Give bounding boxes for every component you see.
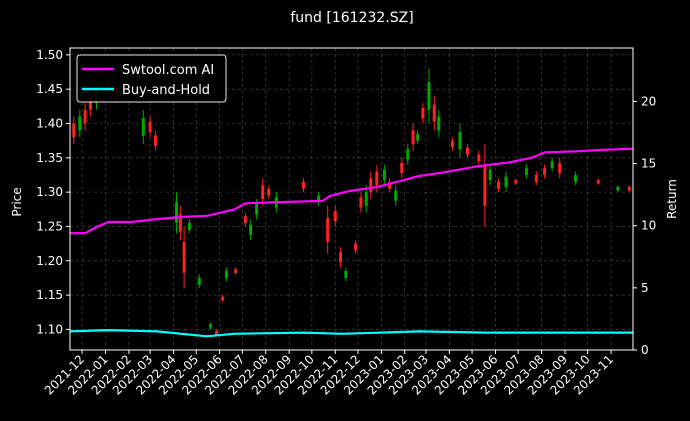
candle-body [317,195,321,203]
candle-body [421,108,425,119]
plot-frame [69,47,634,351]
candle-body [197,277,201,285]
candle-body [339,252,343,263]
candle-body [427,82,431,110]
candle-body [596,180,600,184]
left-tick-label: 1.45 [36,82,63,96]
series-line [69,329,633,338]
candle-body [224,271,228,278]
candle-body [148,121,152,133]
candle-body [233,269,237,273]
candle-body [543,168,547,175]
candle-body [354,243,358,251]
candle-body [524,168,528,175]
candle-body [616,186,620,191]
candle-body [394,190,398,201]
candle-body [369,178,373,193]
right-tick-label: 10 [641,219,656,233]
candle-body [261,185,265,199]
candle-body [496,181,500,189]
legend-box [76,54,227,103]
candle-body [406,149,410,160]
candle-body [249,224,253,236]
candle-body [550,161,554,169]
candle-body [534,174,538,182]
candle-body [175,202,179,224]
candle-body [359,197,363,208]
candle-body [209,324,213,328]
candle-body [458,132,462,150]
right-axis: 0 5 10 15 20 [633,94,656,357]
candle-body [382,169,386,181]
candle-body [326,217,330,242]
right-tick-label: 20 [641,94,656,108]
candle-body [488,169,492,181]
candle-body [432,104,436,122]
candle-body [243,216,247,224]
candle-body [514,180,518,184]
candle-body [187,223,191,230]
candle-body [388,181,392,189]
candle-body [333,211,337,222]
legend-label-ai: Swtool.com AI [122,63,214,78]
left-tick-label: 1.30 [36,185,63,199]
left-axis-label: Price [10,187,24,216]
candle-body [72,123,76,138]
candle-body [364,192,368,206]
left-tick-label: 1.50 [36,48,63,62]
right-tick-label: 15 [641,157,656,171]
left-tick-label: 1.20 [36,254,63,268]
left-tick-label: 1.10 [36,322,63,336]
grid [70,48,633,350]
legend-label-bh: Buy-and-Hold [122,83,210,98]
series-line [70,147,634,235]
candle-body [477,154,481,162]
candle-body [450,140,454,148]
right-axis-label: Return [665,179,679,219]
candle-body [141,118,145,136]
right-tick-label: 0 [641,343,649,357]
candle-body [416,133,420,141]
candles [72,68,631,337]
candle-body [88,96,92,110]
candle-body [411,130,415,145]
left-axis: 1.10 1.15 1.20 1.25 1.30 1.35 1.40 1.45 1.50 [36,48,70,336]
candle-body [437,116,441,131]
candle-body [504,176,508,187]
candle-body [375,171,379,186]
candle-body [267,188,271,196]
left-tick-label: 1.35 [36,151,63,165]
candle-body [627,186,631,191]
candle-body [483,164,487,206]
candle-body [344,271,348,278]
left-tick-label: 1.15 [36,288,63,302]
chart-title: fund [161232.SZ] [290,10,413,26]
candle-body [182,241,186,273]
left-tick-label: 1.40 [36,117,63,131]
candle-body [215,331,219,335]
candle-body [221,296,225,301]
candle-body [466,147,470,155]
legend: Swtool.com AI Buy-and-Hold [76,54,227,103]
candle-body [78,116,82,131]
candle-body [302,181,306,189]
candle-body [400,162,404,174]
candle-body [255,204,259,215]
series-lines [69,147,634,338]
candle-body [574,174,578,182]
candle-body [83,109,87,124]
candle-body [558,162,562,174]
right-tick-label: 5 [641,281,649,295]
candle-body [153,135,157,146]
candle-body [178,214,182,232]
left-tick-label: 1.25 [36,219,63,233]
